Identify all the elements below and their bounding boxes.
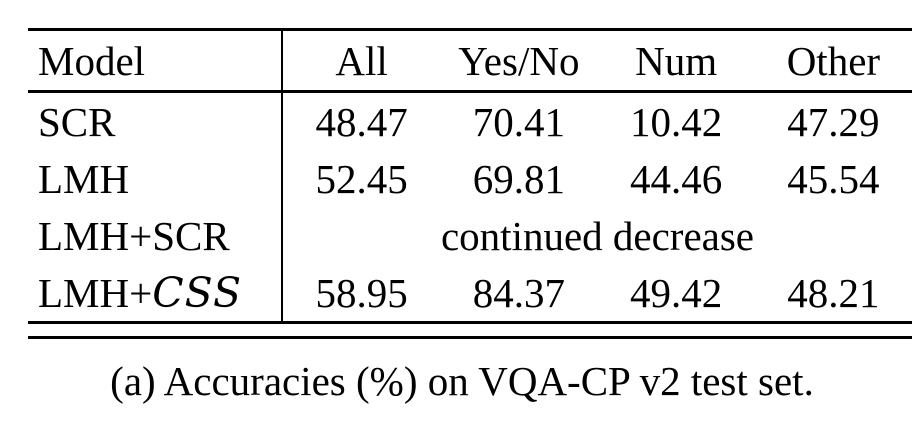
value-cell-all: 48.47 [315, 98, 408, 145]
model-name-script: CSS [152, 268, 243, 317]
table-row-lmh: LMH 52.45 69.81 44.46 45.54 [28, 150, 912, 207]
value-cell-num: 10.42 [630, 98, 723, 145]
model-name: LMH+SCR [38, 212, 230, 259]
value-cell-yesno: 69.81 [472, 155, 565, 202]
header-cell-other: Other [786, 37, 881, 84]
spanning-note-cell: continued decrease [440, 212, 755, 259]
value-cell-other: 48.21 [787, 269, 880, 316]
value-cell-all: 52.45 [315, 155, 408, 202]
header-cell-model: Model [28, 31, 283, 90]
results-table: Model All Yes/No Num Other SCR 48.47 70.… [28, 28, 912, 339]
model-cell: LMH+ CSS [28, 264, 283, 321]
table-row-scr: SCR 48.47 70.41 10.42 47.29 [28, 93, 912, 150]
header-cell-num: Num [635, 37, 718, 84]
model-name: LMH+ [38, 269, 153, 316]
model-name: LMH [38, 155, 130, 202]
table-caption: (a) Accuracies (%) on VQA-CP v2 test set… [110, 358, 814, 404]
value-cell-yesno: 70.41 [472, 98, 565, 145]
header-cell-yesno: Yes/No [458, 37, 580, 84]
table-bottom-double-rule [28, 336, 912, 339]
model-cell: LMH+SCR [28, 207, 283, 264]
model-cell: LMH [28, 150, 283, 207]
value-cell-num: 44.46 [630, 155, 723, 202]
table-header-row: Model All Yes/No Num Other [28, 31, 912, 93]
value-cell-other: 47.29 [787, 98, 880, 145]
value-cell-num: 49.42 [630, 269, 723, 316]
table-row-lmh-css: LMH+ CSS 58.95 84.37 49.42 48.21 [28, 264, 912, 321]
header-cell-all: All [335, 37, 388, 84]
model-cell: SCR [28, 93, 283, 150]
table-row-lmh-scr: LMH+SCR continued decrease [28, 207, 912, 264]
value-cell-other: 45.54 [787, 155, 880, 202]
value-cell-yesno: 84.37 [472, 269, 565, 316]
model-name: SCR [38, 98, 116, 145]
value-cell-all: 58.95 [315, 269, 408, 316]
table-body: SCR 48.47 70.41 10.42 47.29 LMH 52.45 69… [28, 93, 912, 324]
